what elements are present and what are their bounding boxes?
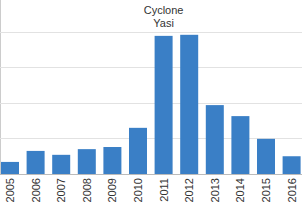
x-tick-label: 2005 <box>4 178 16 202</box>
annotation: CycloneYasi <box>144 4 184 29</box>
bar <box>27 151 45 174</box>
grid-line <box>0 103 302 104</box>
x-tick-label: 2014 <box>234 178 246 202</box>
x-tick-label: 2010 <box>132 178 144 202</box>
bar <box>129 128 147 174</box>
x-tick-label: 2008 <box>81 178 93 202</box>
bars <box>1 35 301 174</box>
bar <box>180 35 198 174</box>
grid-line <box>0 174 302 175</box>
x-tick-label: 2007 <box>55 178 67 202</box>
bar <box>78 149 96 174</box>
x-tick-label: 2015 <box>260 178 272 202</box>
x-tick-label: 2012 <box>183 178 195 202</box>
x-tick-label: 2009 <box>106 178 118 202</box>
grid-line <box>0 32 302 33</box>
bar <box>206 105 224 174</box>
x-tick-label: 2013 <box>209 178 221 202</box>
grid-line <box>0 138 302 139</box>
bar <box>103 147 121 174</box>
x-tick-label: 2016 <box>286 178 298 202</box>
x-tick-label: 2006 <box>30 178 42 202</box>
bar <box>1 162 19 174</box>
chart-svg: 2005 2006 2007 2008 2009 2010 2011 2012 2013 2014… <box>0 0 302 224</box>
chart-container: 2005 2006 2007 2008 2009 2010 2011 2012 2013 2014… <box>0 0 302 224</box>
bar <box>52 155 70 174</box>
bar <box>231 116 249 174</box>
y-axis-line <box>0 0 1 174</box>
bar <box>283 156 301 174</box>
grid-line <box>0 67 302 68</box>
x-tick-label: 2011 <box>158 178 170 202</box>
bar <box>155 36 173 174</box>
bar <box>257 139 275 174</box>
